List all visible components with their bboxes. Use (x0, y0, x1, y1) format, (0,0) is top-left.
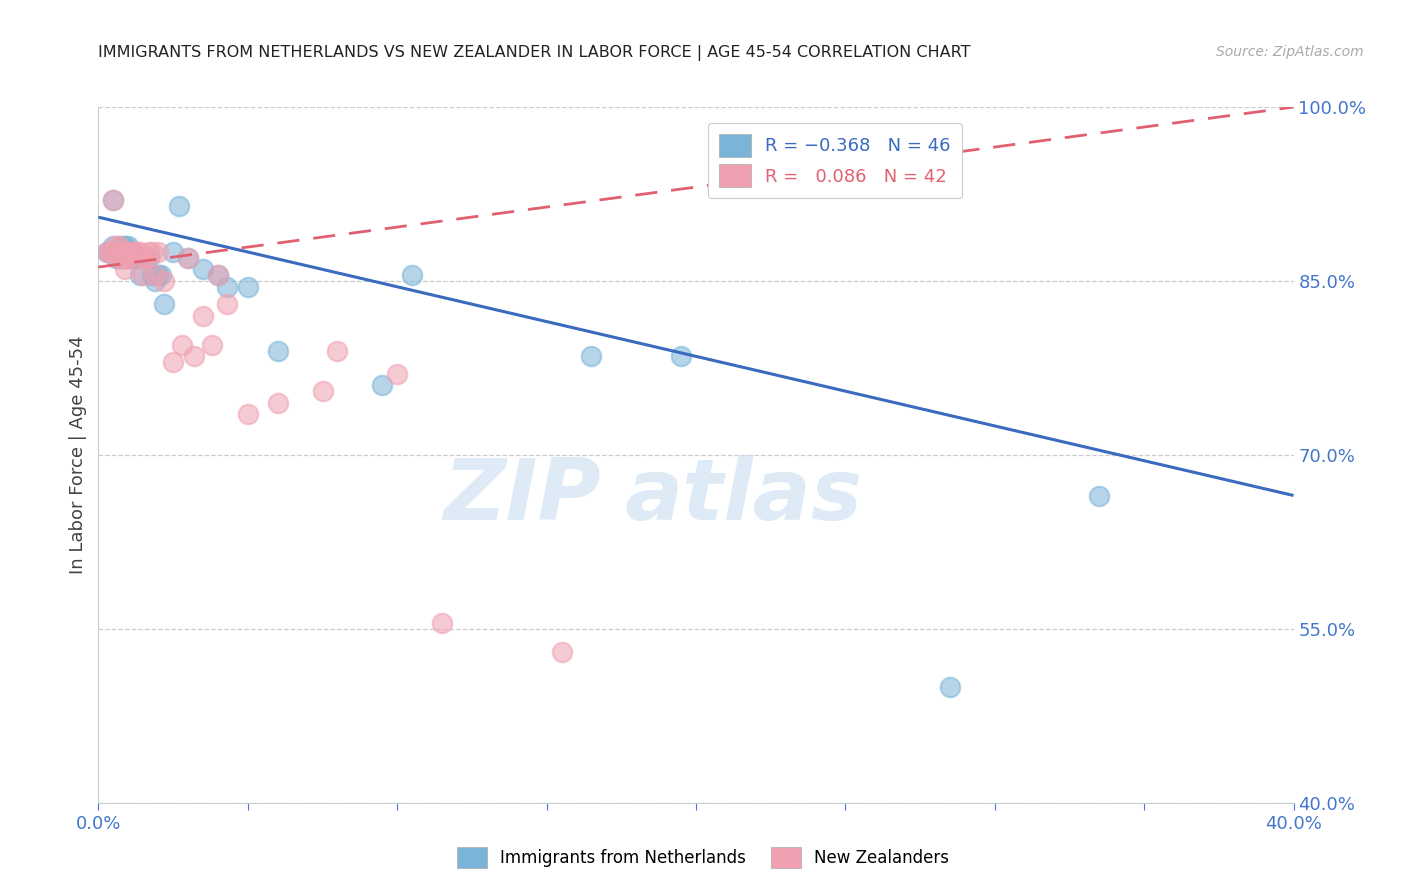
Point (153, 274, 176, 288)
Point (141, 244, 163, 259)
Point (98, 244, 122, 259)
Point (124, 244, 146, 259)
Point (143, 274, 166, 288)
Point (103, 193, 125, 207)
Point (141, 268, 163, 282)
Point (114, 262, 136, 277)
Point (111, 244, 134, 259)
Point (111, 251, 134, 265)
Point (127, 251, 149, 265)
Point (96, 244, 118, 259)
Point (132, 251, 155, 265)
Point (215, 297, 238, 311)
Point (172, 337, 194, 351)
Point (430, 615, 453, 630)
Point (167, 199, 190, 213)
Point (105, 251, 128, 265)
Point (401, 268, 423, 282)
Point (371, 378, 394, 392)
Point (236, 280, 259, 294)
Point (132, 251, 155, 265)
Point (114, 251, 136, 265)
Point (177, 251, 200, 265)
Point (108, 244, 131, 259)
Point (114, 239, 136, 253)
Point (120, 244, 142, 259)
Point (105, 244, 128, 259)
Point (124, 244, 146, 259)
Point (105, 239, 128, 253)
Point (108, 251, 131, 265)
Legend: R = −0.368   N = 46, R =   0.086   N = 42: R = −0.368 N = 46, R = 0.086 N = 42 (707, 123, 962, 198)
Point (108, 239, 131, 253)
Point (150, 268, 173, 282)
Legend: Immigrants from Netherlands, New Zealanders: Immigrants from Netherlands, New Zealand… (450, 840, 956, 875)
Point (162, 244, 184, 259)
Text: ZIP: ZIP (443, 455, 600, 538)
Point (669, 349, 692, 363)
Text: Source: ZipAtlas.com: Source: ZipAtlas.com (1216, 45, 1364, 59)
Text: atlas: atlas (624, 455, 862, 538)
Point (267, 396, 290, 410)
Point (114, 251, 136, 265)
Point (108, 251, 131, 265)
Point (215, 280, 238, 294)
Point (103, 239, 125, 253)
Point (117, 244, 139, 259)
Y-axis label: In Labor Force | Age 45-54: In Labor Force | Age 45-54 (69, 335, 87, 574)
Point (120, 251, 142, 265)
Point (201, 337, 224, 351)
Text: IMMIGRANTS FROM NETHERLANDS VS NEW ZEALANDER IN LABOR FORCE | AGE 45-54 CORRELAT: IMMIGRANTS FROM NETHERLANDS VS NEW ZEALA… (98, 45, 972, 61)
Point (135, 251, 157, 265)
Point (108, 244, 131, 259)
Point (129, 268, 152, 282)
Point (148, 268, 170, 282)
Point (127, 244, 149, 259)
Point (114, 244, 136, 259)
Point (111, 244, 134, 259)
Point (117, 251, 139, 265)
Point (117, 251, 139, 265)
Point (105, 244, 128, 259)
Point (207, 268, 229, 282)
Point (117, 239, 139, 253)
Point (98, 244, 122, 259)
Point (581, 349, 603, 363)
Point (326, 343, 349, 358)
Point (111, 239, 134, 253)
Point (120, 244, 142, 259)
Point (103, 193, 125, 207)
Point (207, 268, 229, 282)
Point (177, 251, 200, 265)
Point (105, 244, 128, 259)
Point (117, 244, 139, 259)
Point (103, 244, 125, 259)
Point (183, 349, 205, 363)
Point (191, 309, 214, 323)
Point (267, 343, 290, 358)
Point (117, 244, 139, 259)
Point (1088, 488, 1111, 502)
Point (939, 680, 962, 694)
Point (153, 297, 176, 311)
Point (96, 244, 118, 259)
Point (162, 355, 184, 369)
Point (132, 268, 155, 282)
Point (236, 407, 259, 422)
Point (129, 244, 152, 259)
Point (138, 244, 160, 259)
Point (311, 384, 333, 398)
Point (135, 251, 157, 265)
Point (148, 244, 170, 259)
Point (385, 367, 409, 381)
Point (191, 262, 214, 277)
Point (138, 251, 160, 265)
Point (111, 251, 134, 265)
Point (143, 268, 166, 282)
Point (550, 645, 572, 659)
